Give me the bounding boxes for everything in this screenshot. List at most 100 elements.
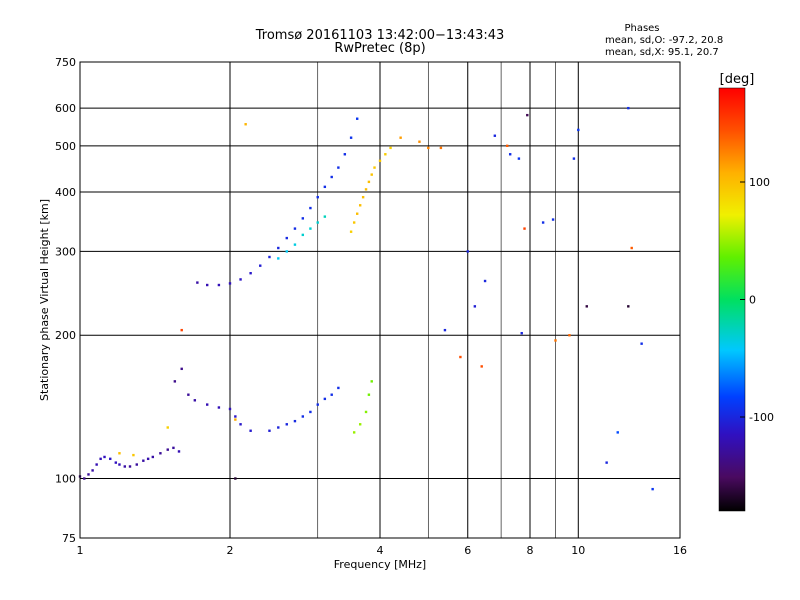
data-point [268,255,271,259]
chart-subtitle: RwPretec (8p) [334,41,425,56]
data-point [234,477,237,480]
data-point [249,429,252,432]
data-points [78,106,654,491]
data-point [541,221,545,224]
data-point [285,423,288,426]
data-point [337,166,340,169]
data-point [473,305,477,308]
data-point [301,415,305,418]
data-point [651,487,654,491]
data-point [193,399,197,402]
data-point [364,188,368,191]
data-point [323,397,327,401]
data-point [239,423,242,426]
data-point [172,446,175,450]
data-point [364,410,368,414]
data-point [520,331,523,335]
data-point [234,418,237,421]
data-point [285,236,288,240]
data-point [205,403,209,406]
data-point [309,206,312,210]
data-point [577,128,580,132]
data-point [337,386,340,390]
grid-lines [80,62,680,538]
data-point [616,431,619,434]
data-point [228,282,232,285]
data-point [277,246,280,250]
data-point [217,406,221,409]
data-point [480,365,483,368]
data-point [349,230,353,233]
y-tick-label: 100 [55,473,76,486]
data-point [370,380,373,383]
data-point [551,218,555,221]
y-tick-label: 300 [55,245,76,258]
data-point [277,426,280,429]
data-point [259,264,262,267]
colorbar-tick-label: 100 [749,176,770,189]
y-tick-label: 750 [55,56,76,69]
data-point [349,136,353,139]
data-point [217,283,221,287]
x-tick-label: 10 [571,544,585,557]
data-point [323,185,327,189]
data-point [285,250,288,253]
data-point [128,465,132,468]
data-point [370,173,373,176]
data-point [301,217,305,220]
x-tick-label: 6 [464,544,471,557]
y-tick-labels: 75 100 200 300 400 500 600 750 [55,56,76,545]
data-point [293,243,297,246]
data-point [135,463,138,466]
data-point [605,461,608,464]
y-axis-label: Stationary phase Virtual Height [km] [38,199,51,401]
data-point [630,246,633,250]
data-point [123,465,126,468]
data-point [517,157,521,160]
x-tick-label: 8 [527,544,534,557]
y-tick-label: 400 [55,186,76,199]
y-tick-label: 500 [55,140,76,153]
x-axis-label: Frequency [MHz] [334,558,426,571]
data-point [316,195,319,199]
plot-frame [79,61,681,539]
data-point [234,415,237,418]
data-point [180,328,183,332]
data-point [378,159,382,163]
data-point [427,146,430,150]
data-point [91,469,94,472]
data-point [493,134,497,137]
data-point [173,380,177,383]
data-point [384,153,387,156]
colorbar-ticks: 100 0 -100 [740,176,774,424]
data-point [399,136,402,139]
data-point [568,334,571,337]
x-tick-label: 2 [227,544,234,557]
colorbar-label: [deg] [720,72,755,87]
x-tick-labels: 1 2 4 6 8 10 16 [77,544,688,557]
data-point [330,175,333,179]
data-point [159,452,162,455]
data-point [87,473,90,476]
data-point [151,455,155,459]
x-tick-label: 16 [673,544,687,557]
data-point [358,204,362,207]
data-point [239,278,242,281]
y-tick-label: 600 [55,102,76,115]
x-tick-label: 4 [377,544,384,557]
data-point [142,459,145,462]
data-point [358,423,362,426]
data-point [330,393,333,396]
data-point [343,153,347,156]
data-point [627,305,630,308]
data-point [309,227,312,230]
data-point [323,215,327,218]
data-point [118,452,121,455]
data-point [95,463,98,466]
data-point [166,448,169,451]
data-point [180,367,183,371]
data-point [103,455,106,459]
data-point [443,328,447,332]
data-point [228,407,232,411]
